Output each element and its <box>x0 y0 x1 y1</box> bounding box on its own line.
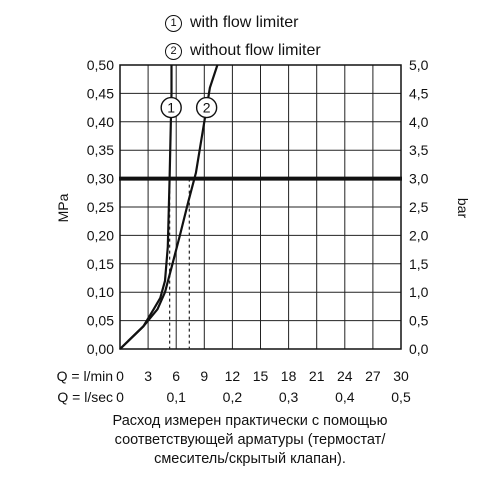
y-right-tick-label: 4,0 <box>409 114 429 130</box>
x-lsec-tick-label: 0 <box>116 389 124 405</box>
y-right-tick-label: 2,5 <box>409 199 429 215</box>
x-lmin-tick-label: 15 <box>253 368 269 384</box>
y-left-tick-label: 0,35 <box>87 142 114 158</box>
y-left-tick-label: 0,30 <box>87 171 114 187</box>
x-lmin-axis-label: Q = l/min <box>57 368 113 384</box>
x-lmin-tick-label: 6 <box>172 368 180 384</box>
series-marker-label-2: 2 <box>203 100 211 116</box>
x-lmin-tick-label: 30 <box>393 368 409 384</box>
y-left-tick-label: 0,10 <box>87 284 114 300</box>
y-left-tick-label: 0,15 <box>87 256 114 272</box>
x-lsec-tick-label: 0,4 <box>335 389 355 405</box>
y-right-tick-label: 0,0 <box>409 341 429 357</box>
legend-number-2: 2 <box>165 42 182 60</box>
y-left-tick-label: 0,00 <box>87 341 114 357</box>
plot-frame <box>119 64 402 350</box>
legend-item-1: 1 with flow limiter <box>165 14 298 32</box>
caption-line-3: смеситель/скрытый клапан). <box>154 451 346 467</box>
series-marker-label-1: 1 <box>167 100 175 116</box>
x-lsec-tick-label: 0,5 <box>391 389 411 405</box>
y-left-tick-label: 0,45 <box>87 85 114 101</box>
x-lmin-tick-label: 12 <box>225 368 241 384</box>
x-lmin-tick-label: 3 <box>144 368 152 384</box>
y-left-axis-label: MPa <box>55 193 71 222</box>
y-right-tick-label: 1,0 <box>409 284 429 300</box>
x-lsec-axis-label: Q = l/sec <box>57 389 113 405</box>
y-left-tick-label: 0,50 <box>87 57 114 73</box>
caption-line-1: Расход измерен практически с помощью <box>112 413 388 429</box>
y-right-tick-label: 3,0 <box>409 171 429 187</box>
x-lmin-tick-label: 27 <box>365 368 381 384</box>
x-lmin-tick-label: 0 <box>116 368 124 384</box>
x-lsec-tick-label: 0,3 <box>279 389 299 405</box>
legend-label-1: with flow limiter <box>190 14 299 31</box>
y-right-tick-label: 4,5 <box>409 85 429 101</box>
series-marker-circle-1 <box>160 96 182 119</box>
x-lsec-tick-label: 0,1 <box>166 389 186 405</box>
y-left-tick-label: 0,20 <box>87 227 114 243</box>
y-right-tick-label: 3,5 <box>409 142 429 158</box>
y-right-tick-label: 1,5 <box>409 256 429 272</box>
y-right-tick-label: 0,5 <box>409 313 429 329</box>
caption-line-2: соответствующей арматуры (термостат/ <box>114 432 386 448</box>
y-left-tick-label: 0,05 <box>87 313 114 329</box>
x-lmin-tick-label: 18 <box>281 368 297 384</box>
series-marker-circle-2 <box>195 96 218 119</box>
series-line-1 <box>119 65 173 350</box>
legend-number-1: 1 <box>165 14 182 32</box>
y-right-tick-label: 5,0 <box>409 57 429 73</box>
x-lmin-tick-label: 24 <box>337 368 353 384</box>
y-right-axis-label: bar <box>455 198 471 219</box>
legend-item-2: 2 without flow limiter <box>165 42 321 60</box>
x-lmin-tick-label: 9 <box>200 368 208 384</box>
caption: Расход измерен практически с помощью соо… <box>60 412 440 469</box>
y-left-tick-label: 0,25 <box>87 199 114 215</box>
x-lmin-tick-label: 21 <box>309 368 325 384</box>
y-left-tick-label: 0,40 <box>87 114 114 130</box>
y-right-tick-label: 2,0 <box>409 227 429 243</box>
x-lsec-tick-label: 0,2 <box>223 389 243 405</box>
legend-label-2: without flow limiter <box>190 42 321 59</box>
